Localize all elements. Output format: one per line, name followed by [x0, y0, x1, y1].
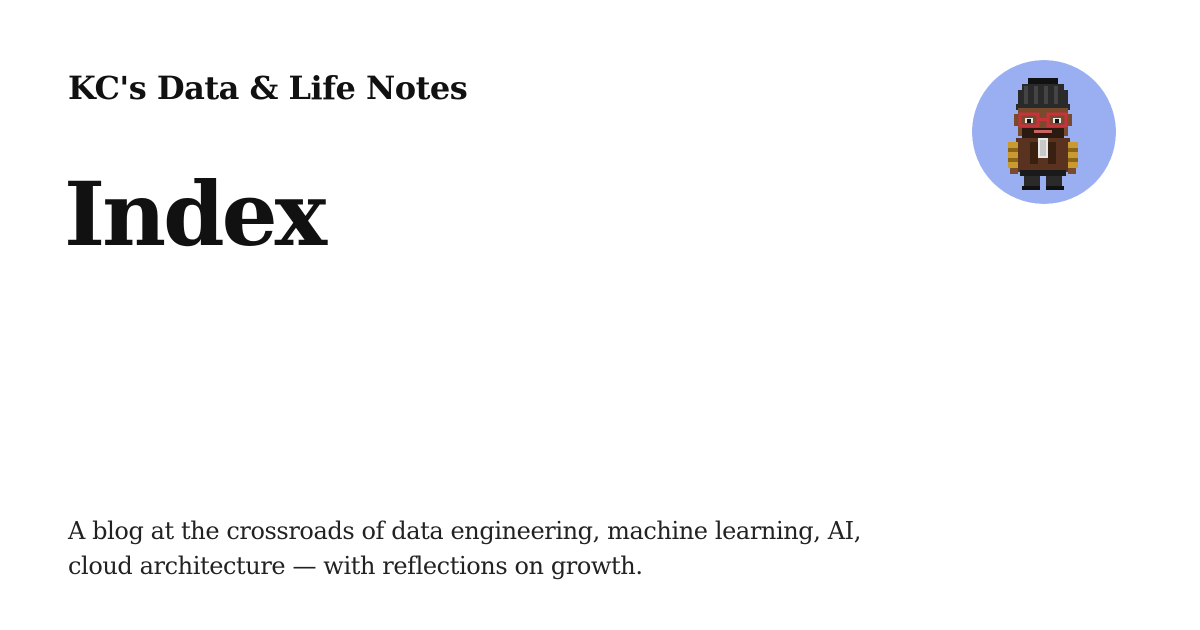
avatar [972, 60, 1116, 204]
pixel-character-avatar-icon [972, 60, 1116, 204]
page-title: Index [64, 162, 327, 266]
site-name: KC's Data & Life Notes [68, 69, 468, 107]
site-description: A blog at the crossroads of data enginee… [68, 517, 861, 580]
